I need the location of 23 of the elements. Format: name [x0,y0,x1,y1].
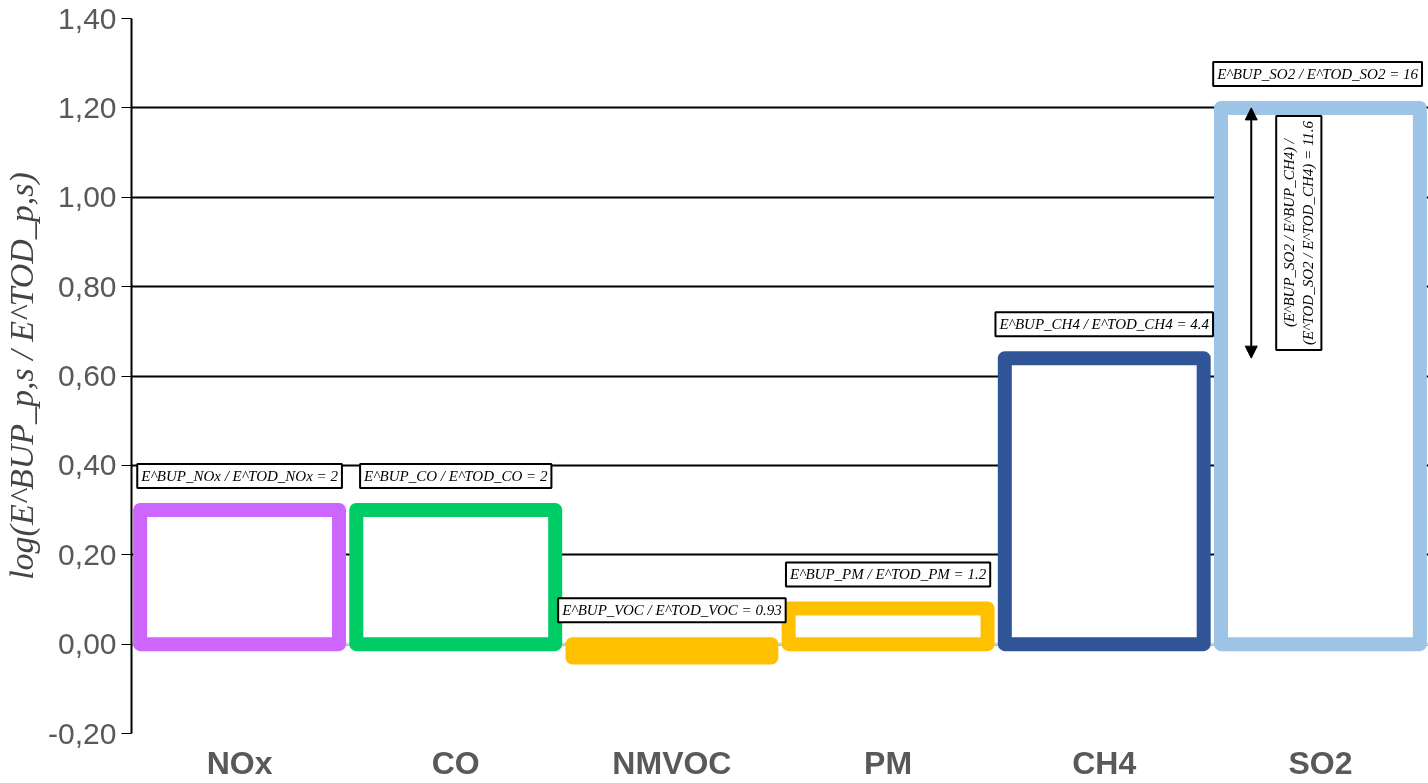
y-tick-label: 0,60 [58,359,117,392]
annotation: E^BUP_PM / E^TOD_PM = 1.2 [788,566,987,583]
annotation: E^BUP_NOx / E^TOD_NOx = 2 [140,468,339,485]
x-tick-label: PM [864,744,913,781]
y-tick-label: 0,40 [58,448,117,482]
y-tick-label: 1,00 [58,180,117,214]
x-tick-label: NMVOC [612,744,732,781]
x-tick-label: NOx [206,744,273,781]
y-tick-label: 0,00 [58,627,117,661]
annotation: E^BUP_VOC / E^TOD_VOC = 0.93 [561,602,782,619]
annotation: E^BUP_SO2 / E^TOD_SO2 = 16 [1216,65,1419,82]
x-tick-label: SO2 [1288,744,1353,781]
annotation: E^BUP_CO / E^TOD_CO = 2 [363,468,548,485]
x-tick-label: CO [431,744,480,781]
x-tick-label: CH4 [1072,744,1137,781]
y-tick-label: -0,20 [48,716,117,750]
y-tick-label: 1,40 [58,1,117,35]
y-tick-label: 1,20 [58,90,117,124]
annotation: E^BUP_CH4 / E^TOD_CH4 = 4.4 [998,316,1210,333]
annotation: (E^BUP_SO2 / E^BUP_CH4) / (E^TOD_SO2 / E^TOD_CH4) = 11.6 [1281,120,1318,346]
y-tick-label: 0,20 [58,537,117,571]
y-axis-title: log(E^BUP_p,s / E^TOD_p,s) [3,172,42,580]
y-tick-label: 0,80 [58,269,117,303]
